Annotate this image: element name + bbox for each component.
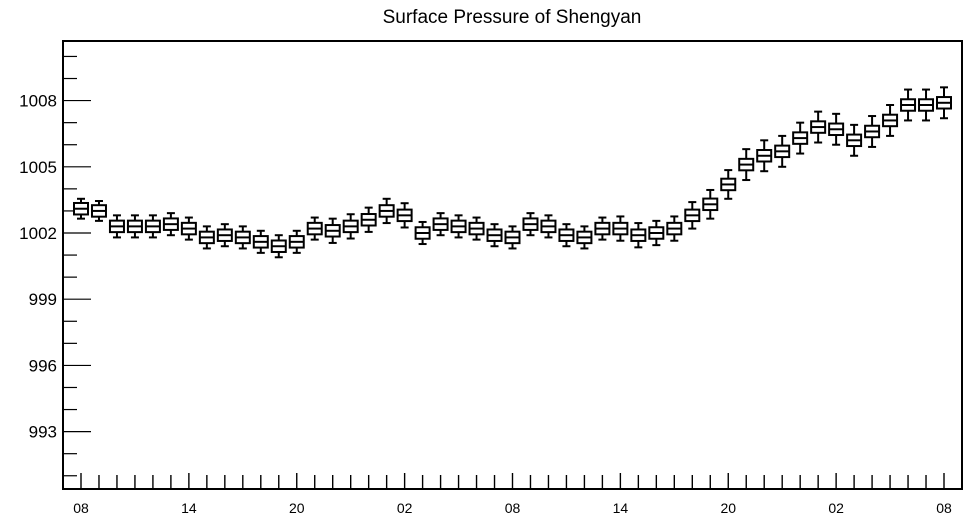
- box-plot: [918, 88, 935, 122]
- box-plot: [882, 104, 899, 137]
- box-plot: [468, 216, 485, 241]
- box-plot: [73, 197, 89, 220]
- box-plot: [846, 123, 863, 157]
- box-plot: [216, 223, 233, 248]
- box-plot: [702, 188, 719, 220]
- box-plot: [504, 225, 521, 250]
- box-plot: [162, 212, 179, 237]
- box-plot: [630, 222, 647, 249]
- box-plot: [810, 110, 827, 144]
- y-tick-label: 1002: [19, 224, 57, 243]
- box-plot: [396, 202, 413, 229]
- y-tick-label: 1008: [19, 92, 57, 111]
- box-plot: [666, 215, 683, 242]
- box-plot: [306, 216, 323, 241]
- box-plot: [648, 219, 665, 247]
- x-tick-label: 02: [828, 500, 844, 516]
- box-plot: [126, 214, 143, 239]
- box-plot: [594, 216, 611, 241]
- box-plot: [324, 217, 341, 244]
- y-axis: 993 996 999 1002 1005 1008: [19, 55, 91, 477]
- box-plot: [738, 148, 755, 182]
- y-tick-label: 1005: [19, 158, 57, 177]
- box-plot: [936, 86, 952, 120]
- y-tick-label: 996: [29, 356, 57, 375]
- box-plot: [90, 200, 107, 222]
- x-tick-label: 20: [720, 500, 736, 516]
- x-tick-label: 14: [181, 500, 197, 516]
- box-plot: [432, 212, 449, 237]
- box-plot: [522, 212, 539, 237]
- box-plot: [144, 214, 161, 239]
- box-plot: [864, 115, 881, 148]
- box-plot: [342, 213, 359, 240]
- box-plot: [414, 220, 431, 246]
- box-plot: [828, 112, 845, 146]
- box-plot: [792, 121, 809, 155]
- box-plot: [756, 139, 773, 173]
- box-plot: [270, 234, 287, 259]
- box-plot: [774, 134, 791, 168]
- box-plot: [558, 223, 575, 248]
- box-plot: [612, 215, 629, 242]
- box-plot: [684, 201, 701, 230]
- x-tick-label: 08: [505, 500, 521, 516]
- y-tick-label: 999: [29, 290, 57, 309]
- x-tick-label: 08: [936, 500, 952, 516]
- box-plot: [108, 214, 125, 239]
- box-plot: [378, 197, 395, 225]
- x-tick-label: 14: [613, 500, 629, 516]
- plot-frame: [62, 40, 963, 490]
- box-plot: [234, 225, 251, 250]
- x-axis: 08 14 20 02 08 14 20 02 08: [73, 473, 952, 516]
- box-plot: [198, 225, 215, 250]
- chart-title: Surface Pressure of Shengyan: [383, 7, 642, 28]
- box-plot: [180, 216, 197, 241]
- x-tick-label: 08: [73, 500, 89, 516]
- box-plot: [252, 229, 269, 254]
- box-plot: [486, 223, 503, 248]
- box-plot: [576, 225, 593, 250]
- box-plot: [450, 214, 467, 239]
- box-plot: [360, 206, 377, 233]
- box-plot: [288, 229, 305, 254]
- y-tick-label: 993: [29, 423, 57, 442]
- box-plot: [540, 214, 557, 239]
- box-plot: [720, 169, 737, 200]
- box-plot: [900, 88, 917, 122]
- box-series: [73, 86, 952, 259]
- x-tick-label: 20: [289, 500, 305, 516]
- x-tick-label: 02: [397, 500, 413, 516]
